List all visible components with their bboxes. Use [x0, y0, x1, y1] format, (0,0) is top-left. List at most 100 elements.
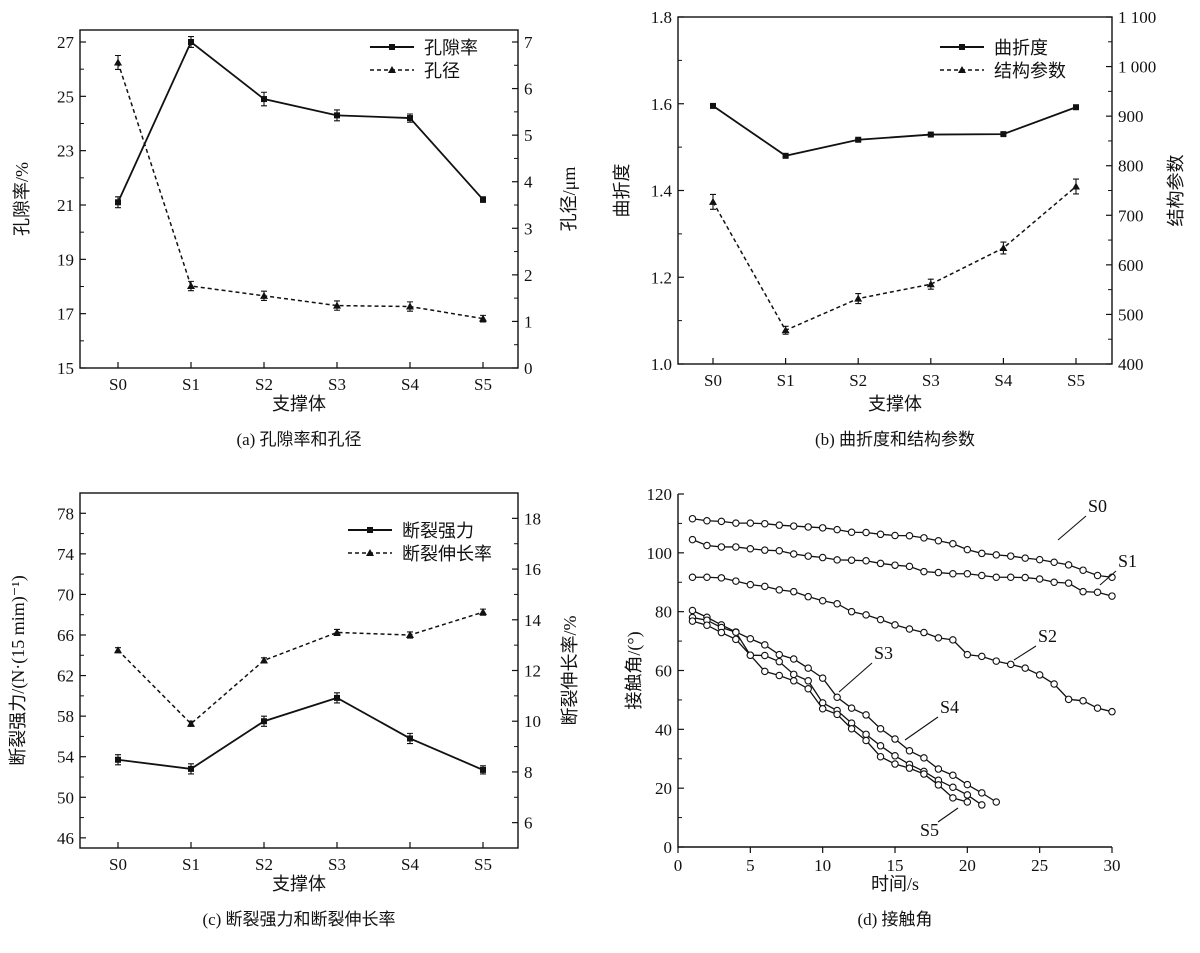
data-point [333, 301, 341, 309]
y-tick-label: 74 [57, 545, 75, 564]
legend-marker [388, 66, 396, 73]
x-tick-label: S5 [474, 375, 492, 394]
data-point [920, 770, 928, 778]
y-tick-label: 62 [57, 667, 74, 686]
y-right-tick-label: 600 [1118, 256, 1144, 275]
data-point [717, 574, 726, 582]
data-point [1006, 552, 1015, 560]
data-point [761, 582, 769, 591]
data-point [920, 567, 928, 576]
y-right-tick-label: 4 [524, 173, 533, 192]
x-tick-label: 20 [959, 856, 976, 875]
data-point [775, 657, 784, 666]
annotation-leader [1013, 645, 1037, 661]
y-right-tick-label: 900 [1118, 107, 1144, 126]
data-point [188, 765, 194, 772]
data-point [891, 531, 899, 540]
data-point [746, 519, 755, 527]
data-point [804, 592, 812, 601]
data-point [703, 517, 711, 525]
y-tick-label: 1.8 [651, 8, 672, 27]
data-point [1108, 592, 1116, 600]
series-annotation: S5 [920, 820, 939, 840]
y-axis-label: 断裂强力/(N·(15 mim)⁻¹) [8, 575, 29, 765]
y-tick-label: 19 [57, 250, 74, 269]
y-tick-label: 80 [655, 603, 672, 622]
series-line [117, 40, 484, 203]
data-point [115, 756, 121, 763]
data-point [1064, 579, 1073, 587]
data-point [963, 798, 972, 806]
panel-c: 46 50 54 58 62 66 70 74 78 6 8 10 12 14 16 18 断裂伸长率/% S0 S… [8, 492, 580, 929]
y-right-tick-label: 2 [524, 266, 533, 285]
legend-marker [366, 549, 374, 556]
data-point [876, 752, 885, 761]
data-point [934, 634, 943, 642]
data-point [905, 747, 914, 755]
data-point [949, 539, 957, 548]
y-tick-label: 25 [57, 87, 74, 106]
legend-marker [959, 44, 965, 50]
y-tick-label: 27 [57, 33, 75, 52]
x-tick-label: S3 [328, 855, 346, 874]
data-point [905, 532, 914, 540]
data-point [978, 789, 986, 797]
data-point [963, 650, 972, 659]
panel-caption: (c) 断裂强力和断裂伸长率 [202, 910, 395, 929]
series-line [712, 105, 1077, 157]
x-tick-label: S1 [182, 375, 200, 394]
y-right-tick-label: 7 [524, 33, 533, 52]
y-right-tick-label: 16 [524, 560, 541, 579]
data-point [761, 519, 769, 528]
series-line [692, 538, 1113, 597]
data-point [891, 752, 899, 760]
x-tick-label: S2 [255, 375, 273, 394]
series-annotation: S3 [874, 643, 893, 663]
series-line [692, 518, 1113, 578]
data-point [1035, 671, 1044, 679]
data-point [187, 282, 195, 290]
series-孔径: 孔径 [114, 54, 487, 323]
series-S0 [688, 514, 1116, 581]
y-tick-label: 100 [647, 544, 673, 563]
y-right-tick-label: 1 100 [1118, 8, 1156, 27]
data-point [963, 791, 972, 799]
data-point [926, 280, 935, 288]
data-point [717, 543, 726, 551]
data-point [688, 617, 697, 625]
x-tick-label: 15 [887, 856, 904, 875]
y-right-axis-label: 断裂伸长率/% [560, 615, 580, 725]
y-right-tick-label: 10 [524, 712, 541, 731]
y-right-tick-label: 12 [524, 662, 541, 681]
axes [677, 494, 1112, 848]
data-point [963, 545, 972, 554]
x-tick-label: S0 [109, 375, 127, 394]
y-tick-label: 58 [57, 707, 74, 726]
legend-marker [367, 527, 373, 533]
y-tick-label: 1.6 [651, 95, 672, 114]
y-right-tick-label: 1 000 [1118, 58, 1156, 77]
data-point [1093, 571, 1102, 580]
x-tick-label: 0 [674, 856, 683, 875]
panel-caption: (b) 曲折度和结构参数 [815, 430, 975, 449]
x-tick-label: S3 [922, 371, 940, 390]
y-tick-label: 50 [57, 788, 74, 807]
data-point [260, 291, 268, 299]
x-axis-label: 支撑体 [272, 874, 326, 894]
data-point [927, 131, 934, 138]
panel-caption: (d) 接触角 [857, 910, 932, 929]
data-point [775, 586, 784, 594]
series-annotation: S0 [1088, 496, 1107, 516]
data-point [1021, 664, 1029, 672]
y-right-tick-label: 800 [1118, 157, 1144, 176]
data-point [761, 651, 769, 660]
y-right-tick-label: 400 [1118, 355, 1144, 374]
data-point [761, 641, 769, 649]
data-point [1050, 680, 1058, 688]
data-point [833, 599, 841, 608]
data-point [891, 735, 899, 743]
data-point [891, 621, 899, 629]
series-line [712, 185, 1077, 332]
data-point [480, 766, 486, 773]
panel-d: 0 20 40 60 80 100 120 0 5 10 15 20 25 30 时间/s (d) 接触角 接触… [624, 485, 1137, 929]
